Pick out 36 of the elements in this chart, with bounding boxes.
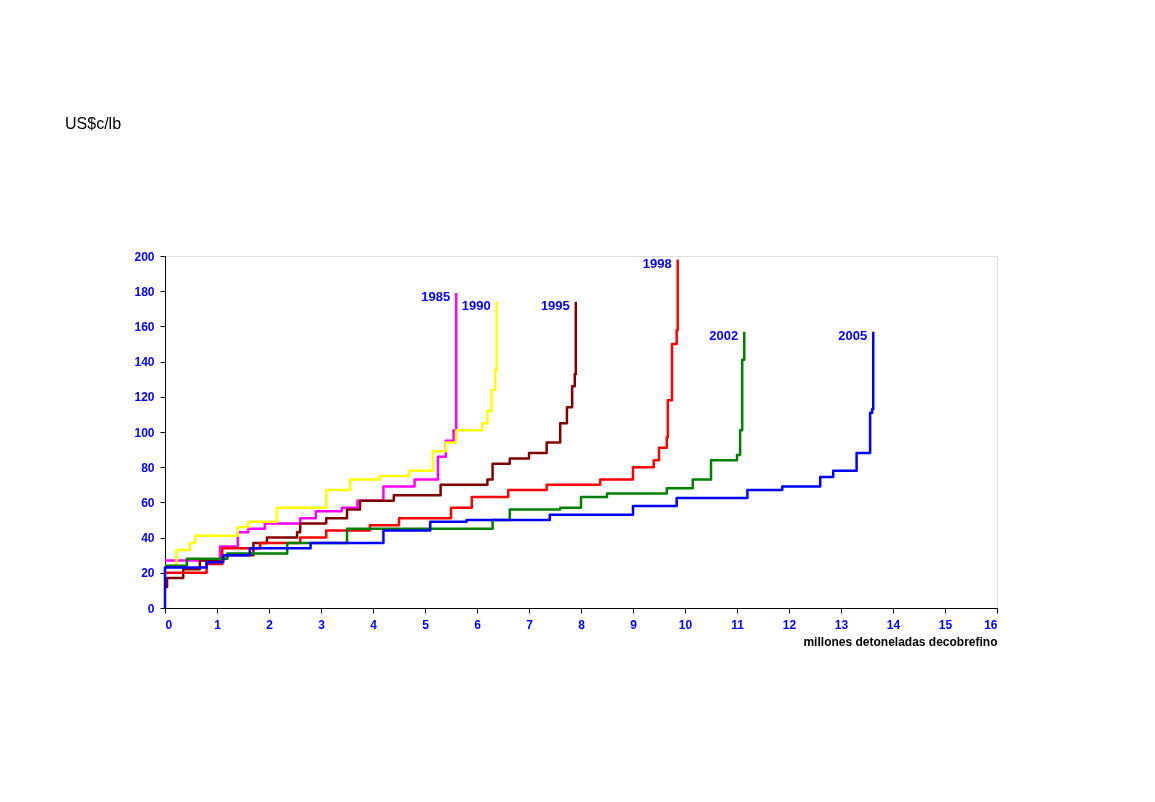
x-tick-label: 16 [984, 617, 998, 632]
series-label: 1998 [642, 255, 672, 271]
y-tick-label: 200 [134, 249, 155, 264]
y-tick-label: 160 [134, 319, 155, 334]
x-tick-label: 14 [886, 617, 901, 632]
y-tick-label: 60 [141, 495, 155, 510]
y-tick-label: 180 [134, 284, 155, 299]
x-tick-label: 1 [214, 617, 222, 632]
y-tick-label: 100 [134, 425, 155, 440]
x-tick-label: 15 [938, 617, 953, 632]
y-tick-label: 120 [134, 390, 155, 405]
x-tick-label: 3 [318, 617, 326, 632]
series-label: 2005 [838, 327, 868, 343]
series-label: 1985 [421, 288, 451, 304]
y-tick-label: 80 [141, 460, 155, 475]
y-tick-label: 0 [147, 601, 155, 616]
y-tick-label: 20 [141, 566, 155, 581]
x-tick-label: 12 [782, 617, 797, 632]
x-tick-label: 7 [526, 617, 534, 632]
x-tick-label: 4 [370, 617, 378, 632]
x-tick-label: 5 [422, 617, 430, 632]
x-tick-label: 11 [731, 617, 745, 632]
series-label: 1990 [461, 297, 491, 313]
text: US$c/lb [65, 115, 122, 132]
x-tick-label: 9 [630, 617, 638, 632]
y-tick-label: 140 [134, 355, 155, 370]
x-tick-label: 2 [266, 617, 274, 632]
x-tick-label: 13 [834, 617, 849, 632]
x-tick-label: 6 [474, 617, 482, 632]
series-label: 2002 [709, 327, 739, 343]
x-tick-label: 0 [165, 617, 173, 632]
x-tick-label: 8 [578, 617, 586, 632]
x-axis-title: millones detoneladas decobrefino [803, 634, 998, 649]
y-tick-label: 40 [141, 531, 155, 546]
x-tick-label: 10 [678, 617, 693, 632]
series-label: 1995 [540, 297, 570, 313]
